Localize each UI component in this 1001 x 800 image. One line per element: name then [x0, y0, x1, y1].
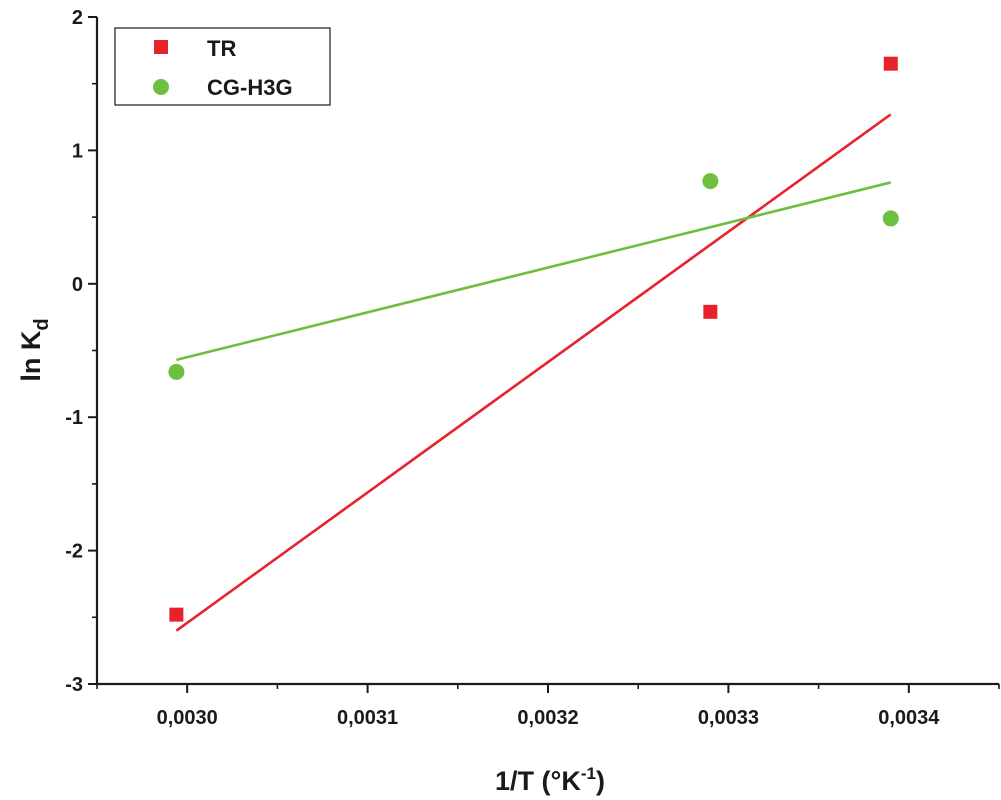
point-tr: [169, 607, 184, 622]
point-cg-h3g: [168, 363, 185, 380]
point-tr: [703, 304, 718, 319]
point-cg-h3g: [702, 173, 719, 190]
x-axis-title: 1/T (°K-1): [495, 764, 605, 796]
y-axis-title: ln Kd: [16, 318, 53, 381]
y-tick-label: -1: [65, 407, 83, 429]
y-tick-label: -3: [65, 674, 83, 696]
legend: TR CG-H3G: [114, 27, 331, 106]
y-tick-label: 0: [72, 274, 83, 296]
fit-line-tr: [175, 113, 892, 632]
legend-marker-cg-h3g: [153, 79, 169, 95]
point-tr: [883, 56, 898, 71]
fit-lines: [175, 113, 892, 632]
x-tick-label: 0,0030: [157, 707, 218, 729]
data-points: [168, 56, 899, 622]
legend-label-tr: TR: [207, 36, 236, 61]
legend-marker-tr: [154, 40, 168, 54]
y-tick-label: 1: [72, 140, 83, 162]
x-tick-label: 0,0033: [698, 707, 759, 729]
x-tick-label: 0,0034: [878, 707, 940, 729]
legend-label-cg-h3g: CG-H3G: [207, 75, 293, 100]
fit-line-cg-h3g: [176, 181, 892, 362]
x-tick-label: 0,0031: [337, 707, 398, 729]
x-tick-label: 0,0032: [517, 707, 578, 729]
legend-box: [114, 27, 331, 106]
point-cg-h3g: [882, 210, 899, 227]
y-tick-label: -2: [65, 541, 83, 563]
axes: -3 -2 -1 0 1 2 0,0030 0,0031 0,0032 0,0033 0,0034: [65, 7, 1000, 729]
y-tick-label: 2: [72, 7, 83, 29]
